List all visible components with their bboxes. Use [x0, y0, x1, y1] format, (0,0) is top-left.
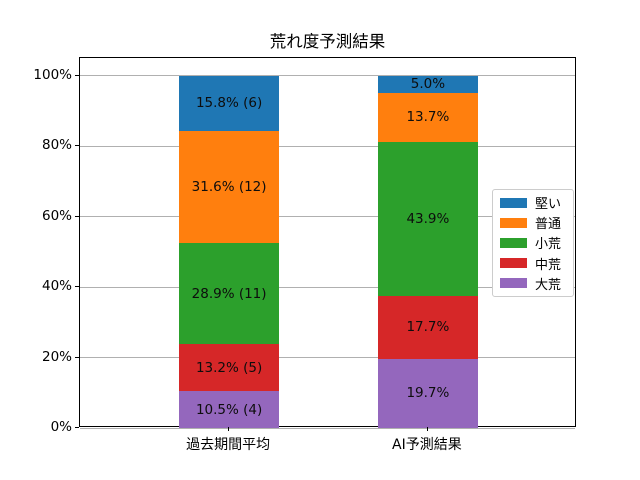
x-tick-mark	[228, 427, 230, 431]
bar-segment-label: 5.0%	[410, 76, 446, 93]
y-tick-label: 60%	[41, 207, 72, 224]
legend-swatch	[500, 258, 527, 269]
y-tick-label: 80%	[41, 137, 72, 154]
x-tick-label: AI予測結果	[392, 437, 462, 453]
legend-label: 普通	[535, 217, 562, 233]
y-tick-label: 20%	[41, 348, 72, 365]
bar-segment-label: 15.8% (6)	[195, 95, 263, 112]
bar-segment-label: 13.7%	[406, 109, 450, 126]
gridline	[80, 216, 575, 218]
bar-segment: 19.7%	[377, 358, 478, 428]
bar-segment-label: 31.6% (12)	[191, 178, 267, 195]
gridline	[80, 75, 575, 77]
y-tick-mark	[75, 145, 79, 147]
bar-segment: 13.2% (5)	[179, 344, 280, 391]
legend-label: 中荒	[535, 257, 562, 273]
legend: 堅い普通小荒中荒大荒	[492, 189, 574, 297]
legend-label: 大荒	[535, 277, 562, 293]
legend-item: 普通	[500, 213, 569, 232]
legend-item: 小荒	[500, 233, 569, 252]
y-tick-label: 40%	[41, 278, 72, 295]
legend-item: 大荒	[500, 274, 569, 293]
y-tick-mark	[75, 215, 79, 217]
gridline	[80, 286, 575, 288]
bar-segment: 15.8% (6)	[179, 75, 280, 132]
y-tick-mark	[75, 74, 79, 76]
bar-segment-label: 19.7%	[406, 385, 450, 402]
legend-item: 中荒	[500, 254, 569, 273]
x-tick-label: 過去期間平均	[186, 437, 271, 453]
legend-swatch	[500, 237, 527, 248]
bar-segment: 17.7%	[377, 296, 478, 359]
bar-segment-label: 43.9%	[406, 210, 450, 227]
legend-label: 小荒	[535, 237, 562, 253]
legend-item: 堅い	[500, 193, 569, 212]
bar-segment-label: 10.5% (4)	[195, 401, 263, 418]
bar-segment: 43.9%	[377, 141, 478, 297]
y-tick-label: 100%	[33, 66, 72, 83]
legend-swatch	[500, 217, 527, 228]
y-tick-label: 0%	[50, 419, 72, 435]
y-tick-mark	[75, 427, 79, 428]
bar-segment: 5.0%	[377, 75, 478, 94]
bar-segment: 13.7%	[377, 93, 478, 142]
gridline	[80, 357, 575, 359]
y-tick-mark	[75, 356, 79, 358]
legend-swatch	[500, 197, 527, 208]
bar-segment-label: 17.7%	[406, 319, 450, 336]
gridline	[80, 145, 575, 147]
y-tick-mark	[75, 286, 79, 288]
legend-swatch	[500, 278, 527, 289]
legend-label: 堅い	[535, 197, 562, 213]
bar-segment-label: 28.9% (11)	[191, 285, 267, 302]
bar-segment: 10.5% (4)	[179, 391, 280, 428]
bar-segment: 31.6% (12)	[179, 131, 280, 243]
bar-segment: 28.9% (11)	[179, 242, 280, 345]
x-tick-mark	[426, 427, 428, 431]
bar-segment-label: 13.2% (5)	[195, 359, 263, 376]
chart-title: 荒れ度予測結果	[269, 32, 386, 51]
gridline	[80, 427, 575, 429]
